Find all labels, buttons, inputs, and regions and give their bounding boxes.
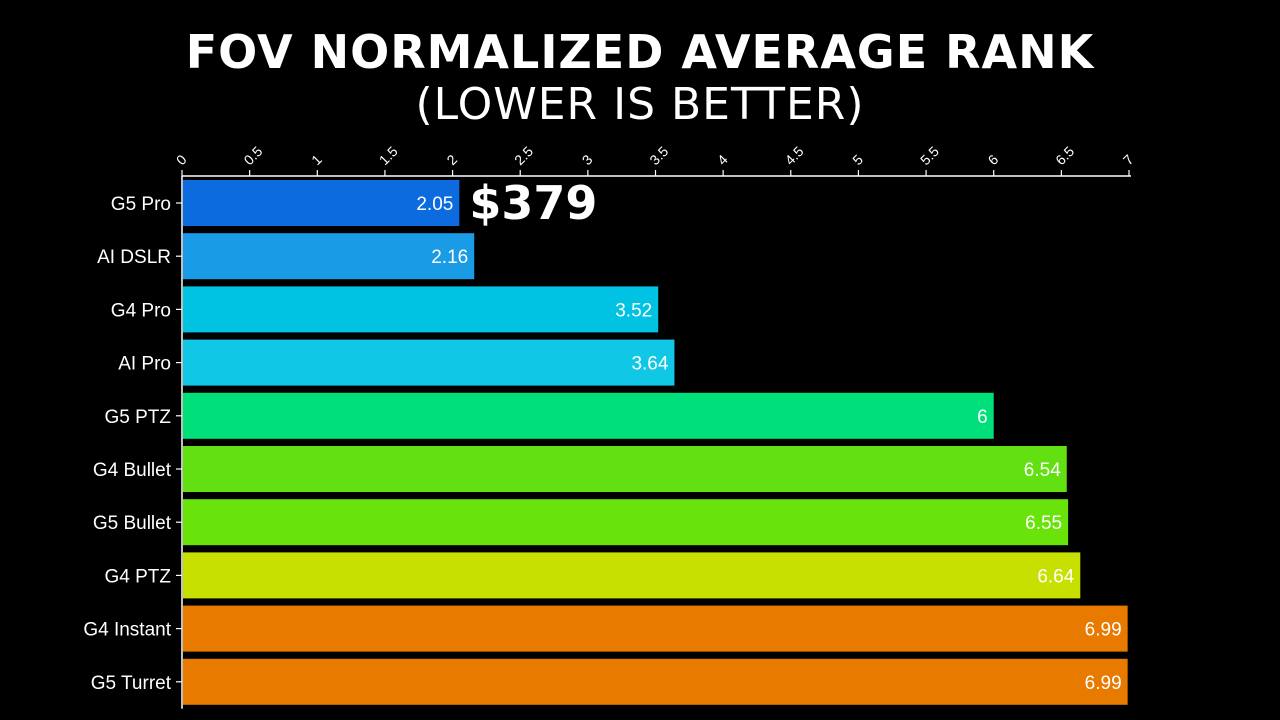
x-tick-label: 0 — [173, 151, 190, 168]
x-tick-label: 1 — [308, 151, 325, 168]
x-tick-label: 0.5 — [240, 143, 265, 168]
chart-title: FOV NORMALIZED AVERAGE RANK — [185, 25, 1095, 79]
bar-g5-bullet — [183, 499, 1069, 546]
bar-g4-pro — [183, 286, 659, 333]
category-label: AI DSLR — [97, 247, 171, 268]
value-label: 6.55 — [1025, 513, 1062, 534]
bar-g4-ptz — [183, 552, 1081, 599]
category-label: G4 PTZ — [104, 566, 171, 587]
value-label: 2.16 — [431, 247, 468, 268]
x-tick-label: 4 — [714, 151, 731, 168]
x-tick-label: 3.5 — [646, 143, 671, 168]
x-tick-label: 7 — [1120, 151, 1137, 168]
bar-g5-ptz — [183, 392, 994, 439]
category-label: AI Pro — [118, 354, 171, 375]
value-label: 6.64 — [1037, 566, 1074, 587]
value-label: 6.54 — [1024, 460, 1061, 481]
x-tick-label: 6 — [985, 151, 1002, 168]
bar-g4-bullet — [183, 446, 1067, 492]
bar-ai-dslr — [183, 233, 475, 280]
x-tick-label: 6.5 — [1052, 143, 1077, 168]
value-label: 3.52 — [615, 300, 652, 321]
chart-subtitle: (LOWER IS BETTER) — [415, 79, 865, 130]
value-label: 6 — [977, 407, 988, 428]
category-label: G5 Turret — [91, 673, 172, 694]
x-tick-label: 3 — [579, 151, 596, 168]
bar-ai-pro — [183, 339, 675, 386]
bar-g5-pro — [183, 180, 460, 226]
value-label: 3.64 — [631, 354, 668, 375]
x-tick-label: 2 — [443, 151, 460, 168]
value-label: 2.05 — [416, 194, 453, 215]
price-annotation: $379 — [469, 176, 597, 230]
category-label: G5 Bullet — [93, 513, 172, 534]
category-label: G4 Bullet — [93, 460, 172, 481]
category-label: G5 PTZ — [104, 407, 171, 428]
category-label: G5 Pro — [111, 194, 171, 215]
x-tick-label: 2.5 — [511, 143, 536, 168]
category-label: G4 Instant — [83, 620, 171, 641]
x-tick-label: 4.5 — [782, 143, 807, 168]
x-tick-label: 5.5 — [917, 143, 942, 168]
value-label: 6.99 — [1085, 673, 1122, 694]
bar-g5-turret — [183, 658, 1128, 705]
value-label: 6.99 — [1085, 620, 1122, 641]
category-label: G4 Pro — [111, 300, 171, 321]
bar-g4-instant — [183, 605, 1128, 652]
x-tick-label: 5 — [849, 151, 866, 168]
x-tick-label: 1.5 — [376, 143, 401, 168]
